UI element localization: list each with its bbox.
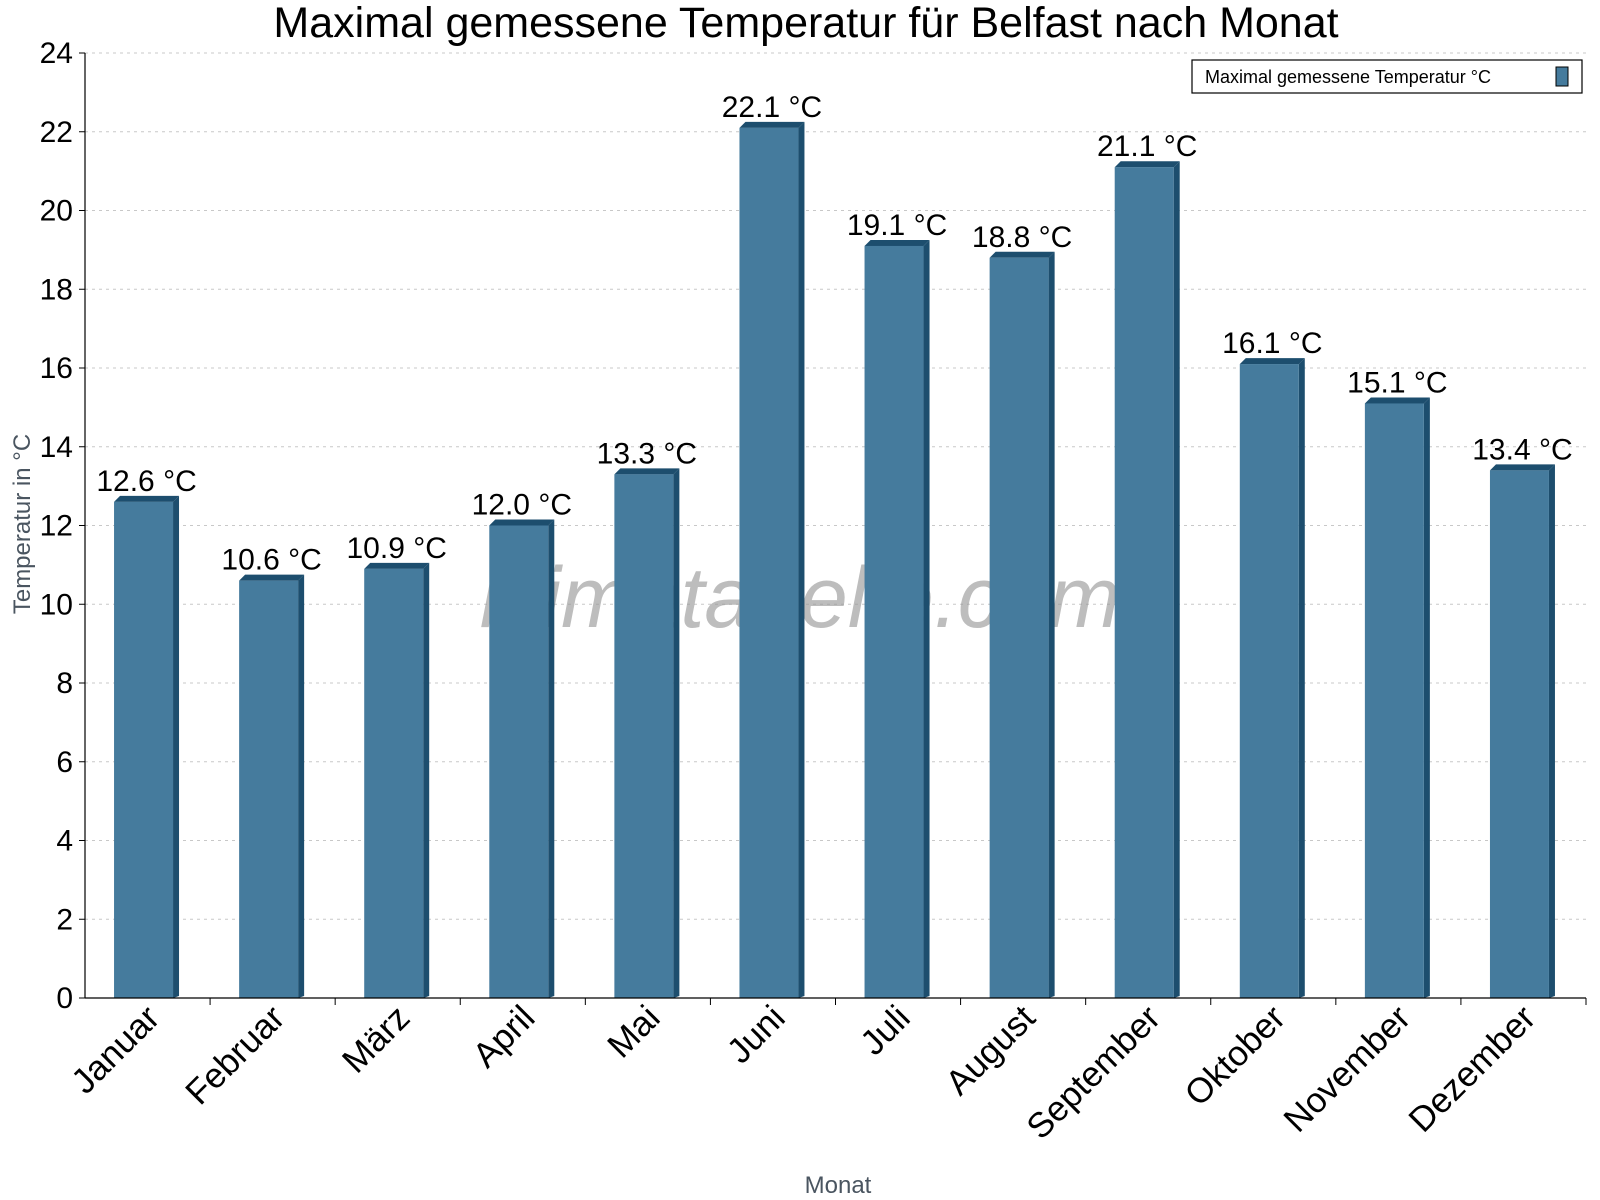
- chart-title: Maximal gemessene Temperatur für Belfast…: [273, 0, 1338, 47]
- x-tick-label: September: [1019, 998, 1168, 1147]
- bar-top: [739, 121, 805, 128]
- data-label: 21.1 °C: [1097, 130, 1197, 163]
- bar: [864, 245, 924, 998]
- y-axis-label: Temperatur in °C: [9, 434, 36, 614]
- bar: [489, 525, 549, 998]
- y-tick-label: 22: [40, 116, 73, 149]
- y-tick-label: 18: [40, 273, 73, 306]
- bars: [114, 121, 1555, 998]
- x-tick-label: Juni: [720, 998, 793, 1071]
- x-tick-label: Februar: [178, 998, 292, 1112]
- x-tick-label: Oktober: [1177, 998, 1293, 1114]
- bar: [1364, 403, 1424, 998]
- legend-label: Maximal gemessene Temperatur °C: [1205, 67, 1491, 87]
- y-tick-label: 0: [56, 982, 73, 1015]
- y-tick-label: 2: [56, 903, 73, 936]
- bar-side: [798, 121, 805, 998]
- bar-top: [1364, 397, 1430, 404]
- bar-side: [1173, 161, 1180, 998]
- y-tick-label: 6: [56, 746, 73, 779]
- grid-lines: [85, 52, 1586, 920]
- bar-side: [298, 574, 305, 998]
- bar: [989, 257, 1049, 998]
- bar-side: [173, 495, 180, 998]
- bar-side: [1298, 358, 1305, 998]
- x-tick-label: März: [335, 998, 418, 1081]
- bar-top: [1114, 161, 1180, 168]
- x-tick-label: Januar: [64, 998, 167, 1101]
- data-label: 22.1 °C: [722, 91, 822, 124]
- data-label: 13.3 °C: [597, 437, 697, 470]
- bar-side: [1048, 251, 1055, 998]
- bar-side: [673, 468, 680, 998]
- bar-side: [923, 239, 930, 998]
- legend: Maximal gemessene Temperatur °C: [1191, 59, 1583, 94]
- bar-side: [423, 562, 430, 998]
- bar-top: [864, 239, 930, 246]
- data-label: 15.1 °C: [1347, 366, 1447, 399]
- bar-side: [1423, 397, 1430, 998]
- data-label: 10.6 °C: [221, 544, 321, 577]
- y-tick-label: 24: [40, 37, 73, 70]
- bar: [114, 501, 174, 998]
- bar: [1489, 470, 1549, 998]
- bar-top: [1489, 464, 1555, 471]
- data-label: 18.8 °C: [972, 221, 1072, 254]
- y-tick-label: 10: [40, 588, 73, 621]
- legend-swatch: [1555, 66, 1569, 87]
- bar-side: [1548, 464, 1555, 998]
- bar: [1114, 167, 1174, 998]
- bar-top: [614, 468, 680, 475]
- x-tick-label: Mai: [600, 998, 667, 1065]
- bar: [614, 474, 674, 998]
- bar-side: [548, 519, 555, 998]
- data-label: 12.6 °C: [96, 465, 196, 498]
- bar: [1239, 364, 1299, 998]
- y-tick-label: 4: [56, 825, 73, 858]
- y-tick-label: 12: [40, 510, 73, 543]
- data-label: 13.4 °C: [1472, 433, 1572, 466]
- bar: [364, 568, 424, 998]
- y-tick-label: 14: [40, 431, 73, 464]
- y-tick-label: 20: [40, 195, 73, 228]
- bar-top: [989, 251, 1055, 258]
- x-tick-label: Dezember: [1401, 998, 1543, 1140]
- bar: [239, 580, 299, 998]
- bar-top: [114, 495, 180, 502]
- x-tick-label: August: [938, 998, 1043, 1103]
- x-tick-label: April: [465, 998, 542, 1075]
- legend-box: [1191, 59, 1583, 94]
- y-tick-label: 16: [40, 352, 73, 385]
- x-axis-label: Monat: [805, 1172, 872, 1199]
- data-label: 16.1 °C: [1222, 327, 1322, 360]
- x-tick-label: November: [1276, 998, 1418, 1140]
- bar-top: [364, 562, 430, 569]
- bar-top: [1239, 358, 1305, 365]
- data-label: 12.0 °C: [472, 489, 572, 522]
- bar-top: [489, 519, 555, 526]
- data-label: 19.1 °C: [847, 209, 947, 242]
- y-tick-label: 8: [56, 667, 73, 700]
- bar: [739, 127, 799, 998]
- data-label: 10.9 °C: [347, 532, 447, 565]
- x-tick-label: Juli: [853, 998, 918, 1063]
- bar-top: [239, 574, 305, 581]
